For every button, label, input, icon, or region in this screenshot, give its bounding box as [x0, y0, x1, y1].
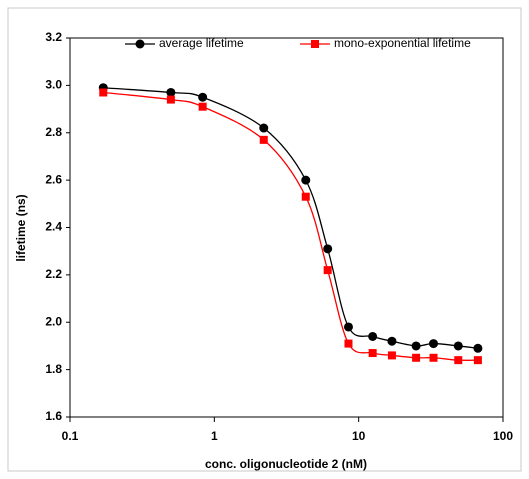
marker [135, 39, 145, 49]
x-tick-label: 100 [493, 429, 513, 443]
series-line [103, 87, 478, 349]
marker [198, 102, 207, 111]
marker [387, 351, 396, 360]
marker [323, 266, 332, 275]
y-tick-label: 2.4 [45, 220, 62, 234]
marker [166, 87, 176, 97]
marker [412, 353, 421, 362]
marker [368, 331, 378, 341]
marker [454, 356, 463, 365]
y-tick-label: 2.0 [45, 314, 62, 328]
plot-area [69, 37, 504, 418]
x-tick-label: 1 [211, 429, 218, 443]
y-tick-label: 3.2 [45, 30, 62, 44]
legend-label: average lifetime [159, 36, 244, 50]
y-tick-label: 1.8 [45, 362, 62, 376]
marker [387, 336, 397, 346]
marker [259, 123, 269, 133]
marker [301, 175, 311, 185]
y-axis-label: lifetime (ns) [14, 194, 28, 261]
marker [99, 88, 108, 97]
marker [323, 244, 333, 254]
series-line [103, 91, 478, 361]
marker [453, 341, 463, 351]
x-tick-label: 0.1 [62, 429, 79, 443]
marker [429, 353, 438, 362]
marker [343, 322, 353, 332]
marker [368, 349, 377, 358]
x-axis-label: conc. oligonucleotide 2 (nM) [205, 457, 367, 471]
x-tick-label: 10 [352, 429, 366, 443]
marker [344, 339, 353, 348]
marker [473, 356, 482, 365]
chart-frame [7, 7, 522, 472]
marker [301, 192, 310, 201]
y-tick-label: 1.6 [45, 409, 62, 423]
y-tick-label: 2.2 [45, 267, 62, 281]
marker [166, 95, 175, 104]
y-tick-label: 2.6 [45, 172, 62, 186]
legend-label: mono-exponential lifetime [334, 36, 471, 50]
y-tick-label: 3.0 [45, 78, 62, 92]
marker [311, 40, 319, 48]
marker [473, 343, 483, 353]
marker [259, 135, 268, 144]
marker [198, 92, 208, 102]
marker [429, 339, 439, 349]
marker [411, 341, 421, 351]
y-tick-label: 2.8 [45, 125, 62, 139]
